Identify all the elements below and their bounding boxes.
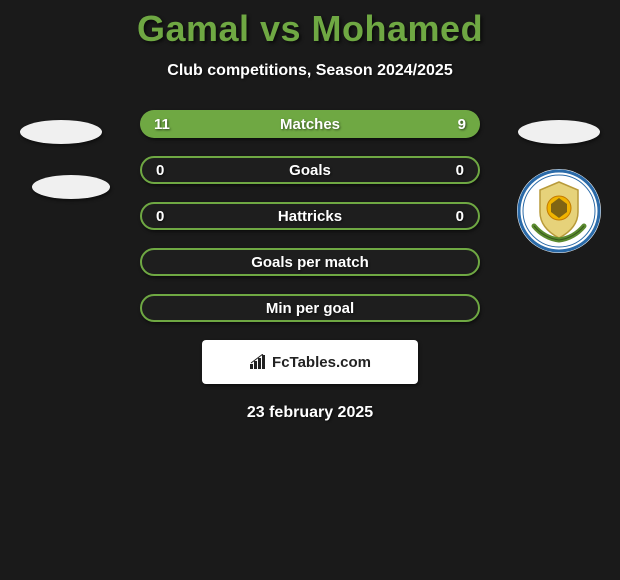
stat-row: Goals per match [0,248,620,276]
stat-value-left: 0 [156,208,164,225]
stat-label: Matches [280,116,340,133]
date-text: 23 february 2025 [0,404,620,422]
stats-list: 11 Matches 9 0 Goals 0 0 Hattricks 0 Goals per ma… [0,110,620,322]
bars-icon [249,354,269,370]
stat-pill: 11 Matches 9 [140,110,480,138]
stat-label: Goals [289,162,331,179]
fctables-label: FcTables.com [249,354,371,371]
stat-pill: Min per goal [140,294,480,322]
subtitle: Club competitions, Season 2024/2025 [0,62,620,80]
stat-row: 0 Goals 0 [0,156,620,184]
fctables-text: FcTables.com [272,354,371,371]
stat-label: Hattricks [278,208,342,225]
stat-pill: Goals per match [140,248,480,276]
stat-value-right: 0 [456,208,464,225]
page-title: Gamal vs Mohamed [0,0,620,50]
stat-row: 0 Hattricks 0 [0,202,620,230]
stat-value-left: 0 [156,162,164,179]
stat-row: 11 Matches 9 [0,110,620,138]
stat-value-right: 0 [456,162,464,179]
stat-row: Min per goal [0,294,620,322]
stat-label: Goals per match [251,254,369,271]
stat-label: Min per goal [266,300,354,317]
stat-value-left: 11 [154,116,170,133]
stat-pill: 0 Hattricks 0 [140,202,480,230]
stat-value-right: 9 [458,116,466,133]
stat-pill: 0 Goals 0 [140,156,480,184]
fctables-watermark: FcTables.com [202,340,418,384]
infographic-container: Gamal vs Mohamed Club competitions, Seas… [0,0,620,422]
